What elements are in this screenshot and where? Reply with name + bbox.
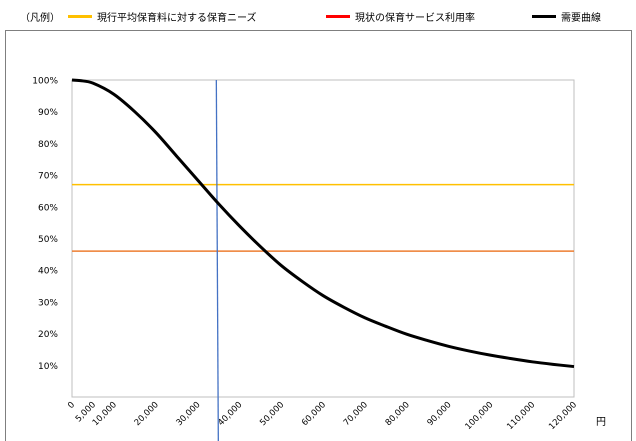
x-tick-label: 90,000 — [426, 400, 454, 428]
x-tick-label: 100,000 — [464, 400, 496, 432]
y-tick-label: 60% — [38, 203, 58, 213]
y-tick-label: 100% — [32, 77, 58, 87]
x-tick-label: 80,000 — [384, 400, 412, 428]
legend-prefix: （凡例） — [20, 13, 60, 24]
x-tick-label: 60,000 — [300, 400, 328, 428]
x-tick-label: 50,000 — [258, 400, 286, 428]
y-tick-label: 70% — [38, 172, 58, 182]
y-tick-label: 80% — [38, 140, 58, 150]
legend-swatch-demand-curve — [532, 15, 556, 18]
x-tick-label: 0 — [66, 400, 77, 411]
y-tick-label: 40% — [38, 267, 58, 277]
y-tick-label: 90% — [38, 108, 58, 118]
x-tick-label: 40,000 — [216, 400, 244, 428]
x-tick-label: 110,000 — [505, 400, 537, 432]
legend-swatch-usage-rate — [326, 15, 350, 18]
series-line-demand-curve — [71, 78, 575, 369]
plot-area — [71, 79, 575, 398]
y-tick-label: 20% — [38, 330, 58, 340]
legend-item-usage-rate: 現状の保育サービス利用率 — [326, 9, 475, 24]
legend-label-demand-curve: 需要曲線 — [561, 13, 601, 24]
chart-frame — [5, 30, 632, 441]
legend-label-usage-rate: 現状の保育サービス利用率 — [355, 13, 475, 24]
x-tick-label: 120,000 — [547, 400, 579, 432]
legend: （凡例） 現行平均保育料に対する保育ニーズ 現状の保育サービス利用率 需要曲線 — [0, 0, 636, 30]
reference-line-vertical — [215, 79, 219, 441]
legend-swatch-childcare-needs — [68, 15, 92, 18]
x-tick-label: 20,000 — [133, 400, 161, 428]
legend-item-childcare-needs: 現行平均保育料に対する保育ニーズ — [68, 9, 257, 24]
x-tick-label: 30,000 — [175, 400, 203, 428]
y-tick-label: 50% — [38, 235, 58, 245]
y-tick-label: 10% — [38, 362, 58, 372]
legend-item-demand-curve: 需要曲線 — [532, 9, 601, 24]
y-tick-label: 30% — [38, 298, 58, 308]
x-axis-label: 円 — [596, 417, 606, 428]
x-tick-label: 70,000 — [342, 400, 370, 428]
legend-label-childcare-needs: 現行平均保育料に対する保育ニーズ — [97, 13, 257, 24]
